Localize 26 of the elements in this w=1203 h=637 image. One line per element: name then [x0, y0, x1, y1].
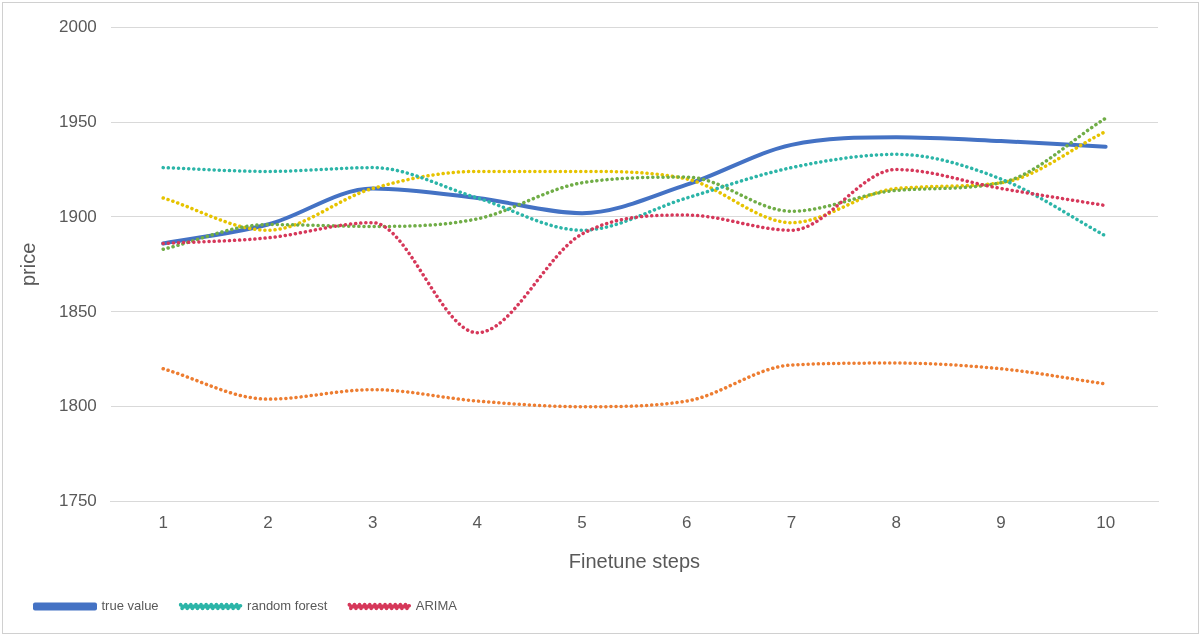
y-tick-label: 1950	[58, 111, 97, 131]
x-tick-label: 1	[158, 513, 168, 533]
x-tick-label: 6	[682, 513, 692, 533]
x-tick-label: 8	[891, 513, 901, 533]
x-tick-label: 10	[1096, 513, 1116, 533]
y-tick-label: 1800	[58, 396, 97, 416]
x-tick-label: 3	[367, 513, 378, 533]
x-tick-label: 7	[786, 513, 797, 533]
line-series	[161, 152, 1108, 238]
line-series	[161, 129, 1108, 232]
line-series	[161, 135, 1108, 246]
x-tick-label: 4	[472, 513, 483, 533]
legend-label: random forest	[247, 598, 328, 614]
legend-label: ARIMA	[415, 598, 458, 614]
y-tick-label: 1850	[58, 301, 97, 321]
y-tick-label: 1750	[58, 491, 97, 511]
y-axis-title: price	[16, 242, 39, 287]
x-tick-label: 9	[996, 513, 1006, 533]
legend-label: true value	[101, 598, 159, 614]
line-series	[161, 116, 1108, 251]
x-tick-label: 2	[263, 513, 273, 533]
x-axis-title: Finetune steps	[568, 549, 701, 572]
x-tick-label: 5	[577, 513, 587, 533]
line-series	[161, 167, 1108, 335]
y-tick-label: 2000	[58, 16, 97, 36]
y-tick-label: 1900	[58, 206, 97, 226]
